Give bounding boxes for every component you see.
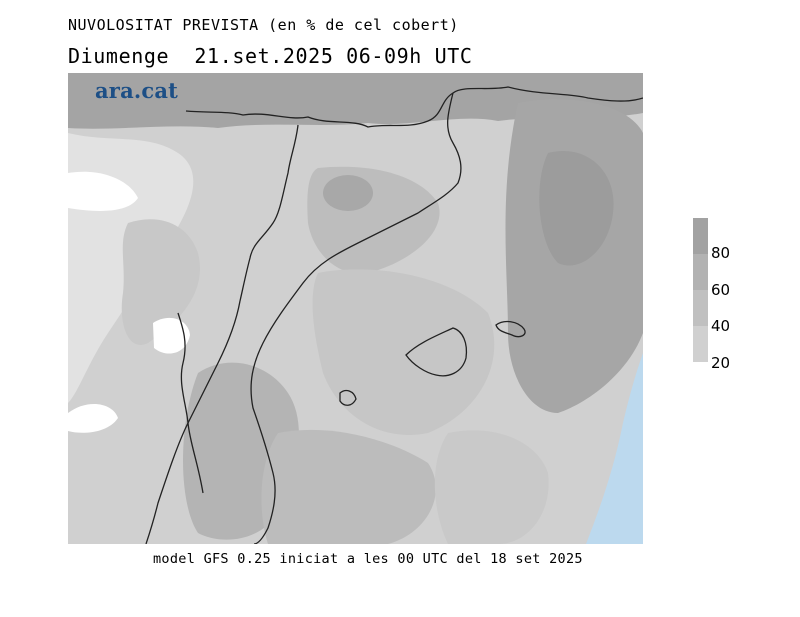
legend-band [693, 254, 708, 290]
cloud-area-north [68, 73, 643, 129]
clear-patch-1 [68, 171, 138, 211]
legend-colorbar [693, 218, 708, 362]
cloud-area-sea-mid [312, 269, 495, 435]
map-lines [145, 86, 643, 544]
cloud-area-south [261, 429, 436, 544]
legend-band [693, 326, 708, 362]
border-west [239, 124, 299, 302]
clear-sea-east [586, 353, 643, 544]
island-mallorca [405, 327, 468, 377]
map-title: NUVOLOSITAT PREVISTA (en % de cel cobert… [68, 16, 459, 34]
cloud-area-east-inner [539, 151, 614, 266]
cloud-cover-map [68, 73, 643, 544]
clear-patch-2 [153, 317, 190, 354]
island-ibiza [339, 389, 357, 406]
island-menorca [495, 320, 526, 338]
legend-band [693, 218, 708, 254]
clear-patch-3 [68, 403, 118, 433]
legend-band [693, 290, 708, 326]
cloud-area-west-mid [121, 219, 200, 345]
coast-west [177, 312, 204, 494]
coast-catalonia [250, 92, 462, 544]
legend-tick-60: 60 [711, 281, 731, 299]
legend-tick-40: 40 [711, 317, 731, 335]
ara-cat-logo: ara.cat [95, 78, 179, 103]
border-north [185, 86, 643, 128]
forecast-time: Diumenge 21.set.2025 06-09h UTC [68, 44, 473, 68]
model-run-footer: model GFS 0.25 iniciat a les 00 UTC del … [153, 551, 583, 567]
cloud-cell-1 [323, 175, 373, 211]
legend-tick-20: 20 [711, 354, 731, 372]
cloud-area-southeast [434, 430, 549, 544]
legend-tick-80: 80 [711, 244, 731, 262]
